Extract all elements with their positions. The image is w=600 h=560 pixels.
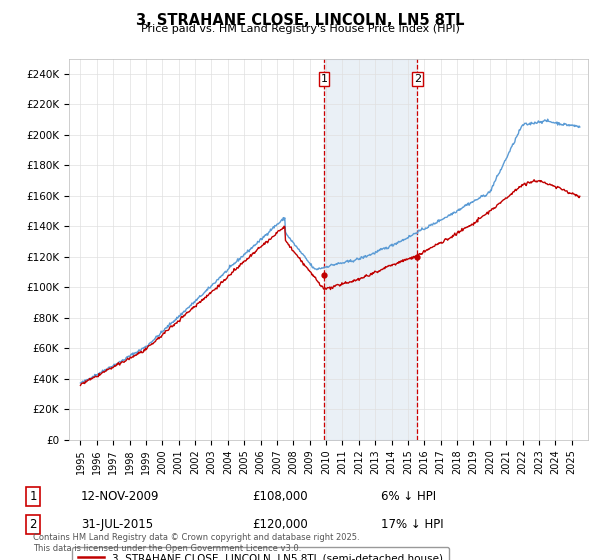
Text: 2: 2	[414, 74, 421, 84]
Text: 2: 2	[29, 518, 37, 531]
Text: 31-JUL-2015: 31-JUL-2015	[81, 518, 153, 531]
Text: Contains HM Land Registry data © Crown copyright and database right 2025.
This d: Contains HM Land Registry data © Crown c…	[33, 533, 359, 553]
Text: 1: 1	[29, 490, 37, 503]
Text: 1: 1	[320, 74, 328, 84]
Text: £108,000: £108,000	[252, 490, 308, 503]
Text: 12-NOV-2009: 12-NOV-2009	[81, 490, 160, 503]
Text: £120,000: £120,000	[252, 518, 308, 531]
Text: 6% ↓ HPI: 6% ↓ HPI	[381, 490, 436, 503]
Text: 17% ↓ HPI: 17% ↓ HPI	[381, 518, 443, 531]
Text: Price paid vs. HM Land Registry's House Price Index (HPI): Price paid vs. HM Land Registry's House …	[140, 24, 460, 34]
Text: 3, STRAHANE CLOSE, LINCOLN, LN5 8TL: 3, STRAHANE CLOSE, LINCOLN, LN5 8TL	[136, 13, 464, 28]
Legend: 3, STRAHANE CLOSE, LINCOLN, LN5 8TL (semi-detached house), HPI: Average price, s: 3, STRAHANE CLOSE, LINCOLN, LN5 8TL (sem…	[71, 547, 449, 560]
